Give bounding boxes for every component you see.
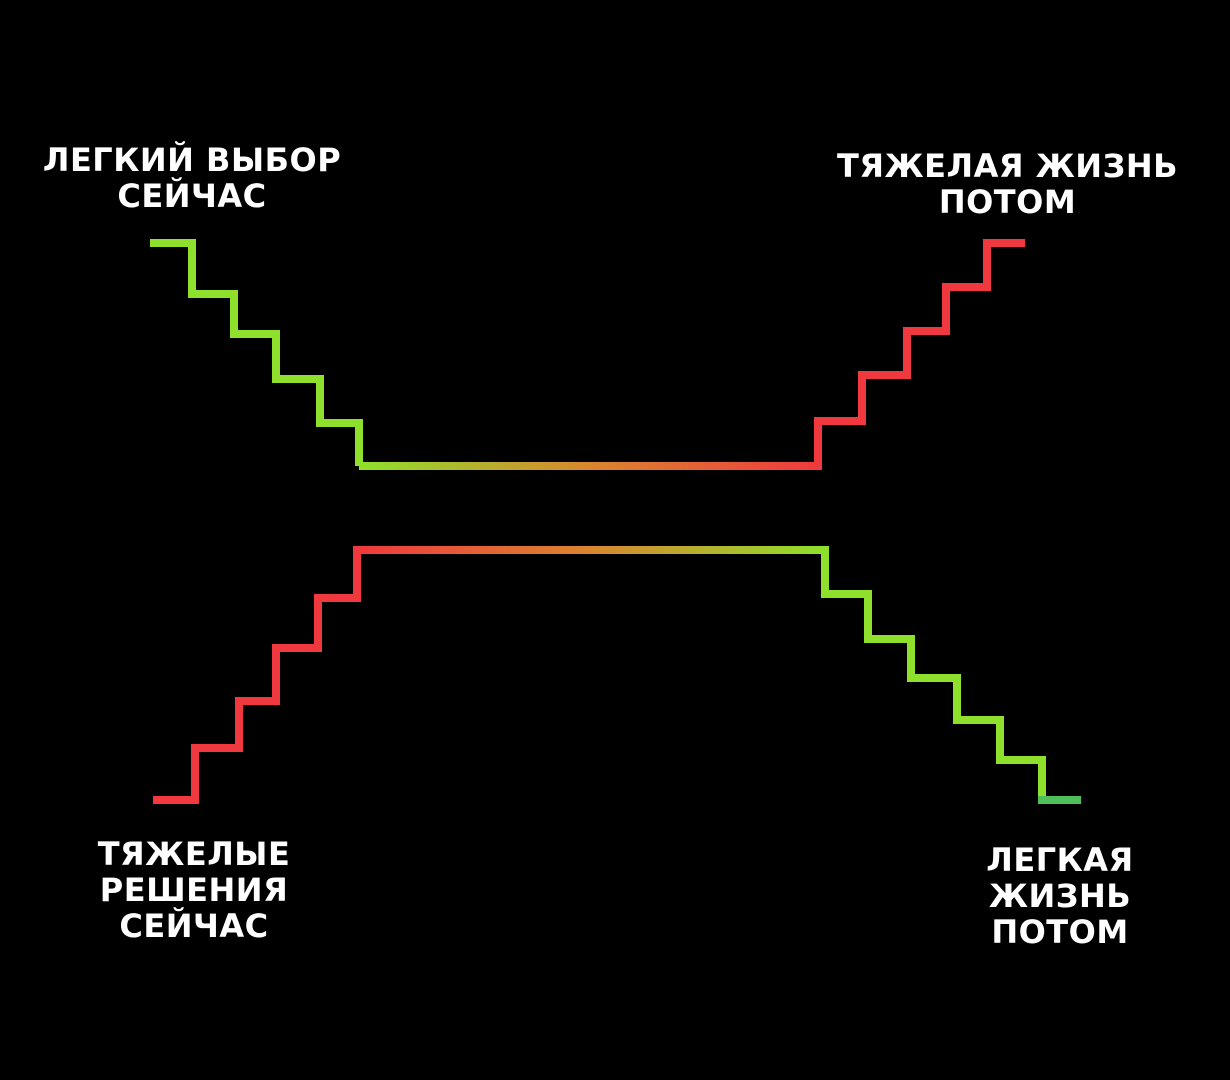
hard-life-staircase — [814, 239, 1025, 470]
label-line: ЖИЗНЬ — [988, 877, 1132, 915]
label-line: ЛЕГКАЯ — [986, 841, 1134, 879]
easy-life-later-label: ЛЕГКАЯ ЖИЗНЬ ПОТОМ — [965, 842, 1155, 950]
label-line: ПОТОМ — [991, 913, 1129, 951]
easy-choice-now-label: ЛЕГКИЙ ВЫБОР СЕЙЧАС — [22, 142, 362, 214]
hard-life-later-label: ТЯЖЕЛАЯ ЖИЗНЬ ПОТОМ — [820, 148, 1195, 220]
label-line: РЕШЕНИЯ — [99, 871, 289, 909]
hard-decisions-now-label: ТЯЖЕЛЫЕ РЕШЕНИЯ СЕЙЧАС — [75, 836, 313, 944]
label-line: ПОТОМ — [938, 183, 1077, 221]
label-line: ЛЕГКИЙ ВЫБОР — [42, 141, 342, 179]
easy-choice-staircase — [150, 239, 363, 466]
label-line: СЕЙЧАС — [117, 177, 267, 215]
label-line: ТЯЖЕЛАЯ ЖИЗНЬ — [837, 147, 1178, 185]
label-line: СЕЙЧАС — [119, 907, 269, 945]
easy-life-staircase — [821, 546, 1046, 800]
hard-decisions-staircase — [153, 550, 361, 804]
label-line: ТЯЖЕЛЫЕ — [97, 835, 291, 873]
